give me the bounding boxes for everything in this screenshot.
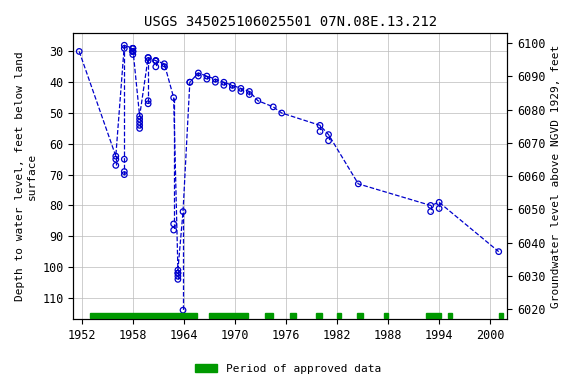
Point bbox=[120, 169, 129, 175]
Point bbox=[426, 202, 435, 209]
Point bbox=[324, 131, 333, 137]
Point bbox=[185, 79, 195, 85]
Bar bbox=[499, 313, 503, 318]
Point bbox=[245, 91, 254, 98]
Point bbox=[111, 153, 120, 159]
Bar bbox=[357, 313, 362, 318]
Point bbox=[143, 55, 153, 61]
Point bbox=[211, 76, 220, 82]
Point bbox=[151, 58, 160, 64]
Point bbox=[179, 307, 188, 313]
Point bbox=[169, 94, 178, 101]
Point bbox=[173, 267, 183, 273]
Point bbox=[219, 79, 229, 85]
Point bbox=[135, 113, 144, 119]
Point bbox=[128, 48, 138, 55]
Point bbox=[169, 221, 178, 227]
Legend: Period of approved data: Period of approved data bbox=[191, 359, 385, 379]
Point bbox=[316, 122, 325, 128]
Point bbox=[160, 61, 169, 67]
Point bbox=[179, 209, 188, 215]
Bar bbox=[337, 313, 342, 318]
Point bbox=[111, 156, 120, 162]
Point bbox=[245, 88, 254, 94]
Bar bbox=[90, 313, 196, 318]
Point bbox=[151, 64, 160, 70]
Point bbox=[135, 116, 144, 122]
Point bbox=[128, 45, 138, 51]
Point bbox=[202, 73, 211, 79]
Bar bbox=[265, 313, 273, 318]
Point bbox=[434, 205, 444, 212]
Point bbox=[120, 45, 129, 51]
Point bbox=[128, 48, 138, 55]
Point bbox=[236, 85, 245, 91]
Point bbox=[434, 199, 444, 205]
Y-axis label: Groundwater level above NGVD 1929, feet: Groundwater level above NGVD 1929, feet bbox=[551, 45, 561, 308]
Bar bbox=[210, 313, 248, 318]
Point bbox=[75, 48, 84, 55]
Point bbox=[151, 58, 160, 64]
Point bbox=[173, 276, 183, 282]
Point bbox=[173, 270, 183, 276]
Point bbox=[120, 156, 129, 162]
Point bbox=[128, 48, 138, 55]
Point bbox=[211, 79, 220, 85]
Bar bbox=[316, 313, 322, 318]
Point bbox=[277, 110, 286, 116]
Point bbox=[135, 122, 144, 128]
Point bbox=[143, 101, 153, 107]
Point bbox=[111, 162, 120, 169]
Point bbox=[128, 51, 138, 58]
Point bbox=[143, 58, 153, 64]
Point bbox=[120, 42, 129, 48]
Point bbox=[135, 119, 144, 125]
Point bbox=[268, 104, 278, 110]
Point bbox=[219, 82, 229, 88]
Y-axis label: Depth to water level, feet below land
surface: Depth to water level, feet below land su… bbox=[15, 51, 37, 301]
Bar bbox=[426, 313, 441, 318]
Bar bbox=[384, 313, 388, 318]
Point bbox=[253, 98, 263, 104]
Point bbox=[160, 64, 169, 70]
Point bbox=[354, 181, 363, 187]
Point bbox=[173, 273, 183, 279]
Point bbox=[143, 98, 153, 104]
Point bbox=[151, 58, 160, 64]
Bar bbox=[448, 313, 452, 318]
Point bbox=[185, 79, 195, 85]
Title: USGS 345025106025501 07N.08E.13.212: USGS 345025106025501 07N.08E.13.212 bbox=[143, 15, 437, 29]
Point bbox=[494, 248, 503, 255]
Point bbox=[128, 48, 138, 55]
Point bbox=[228, 85, 237, 91]
Bar bbox=[290, 313, 296, 318]
Point bbox=[120, 172, 129, 178]
Point bbox=[228, 82, 237, 88]
Point bbox=[426, 209, 435, 215]
Point bbox=[194, 70, 203, 76]
Point bbox=[169, 227, 178, 233]
Point bbox=[135, 125, 144, 131]
Point bbox=[202, 76, 211, 82]
Point bbox=[160, 64, 169, 70]
Point bbox=[316, 128, 325, 134]
Point bbox=[194, 73, 203, 79]
Point bbox=[236, 88, 245, 94]
Point bbox=[173, 270, 183, 276]
Point bbox=[128, 45, 138, 51]
Point bbox=[128, 45, 138, 51]
Point bbox=[143, 55, 153, 61]
Point bbox=[324, 138, 333, 144]
